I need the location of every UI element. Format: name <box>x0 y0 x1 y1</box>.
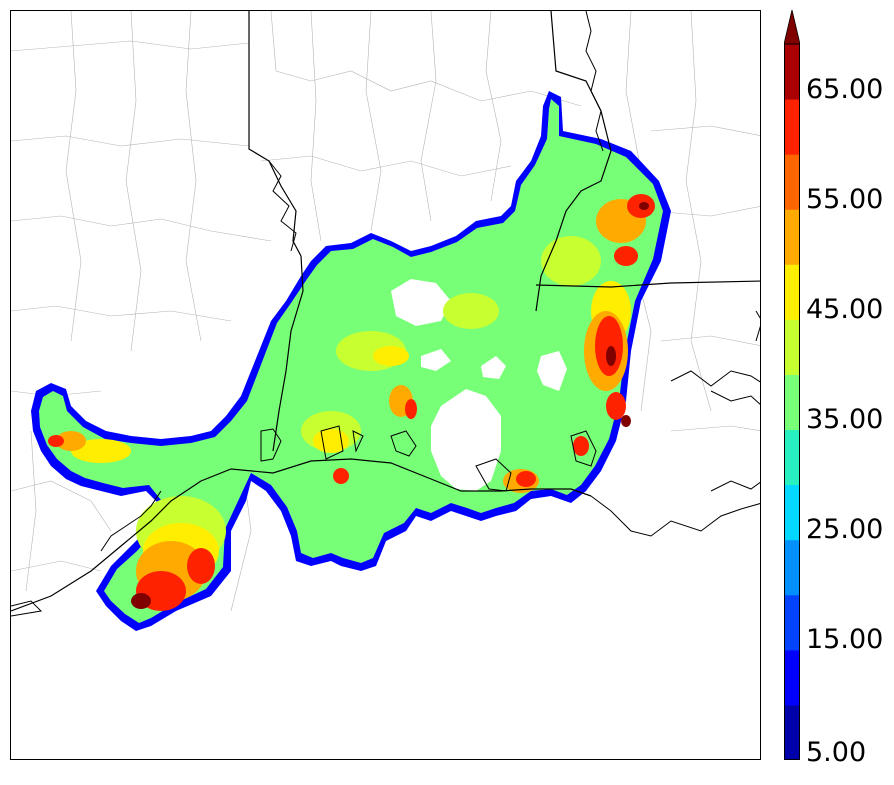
colorbar-segment <box>784 539 800 596</box>
colorbar-tick-45: 45.00 <box>806 294 884 325</box>
colorbar-segment <box>784 154 800 210</box>
colorbar-segment <box>784 264 800 320</box>
colorbar-tick-15: 15.00 <box>806 624 884 655</box>
colorbar <box>784 10 800 760</box>
contour-fill <box>31 91 671 631</box>
colorbar-tick-55: 55.00 <box>806 184 884 215</box>
coastline <box>11 310 760 617</box>
mississippi-river <box>268 11 604 252</box>
colorbar-segment <box>784 704 800 760</box>
colorbar-segment <box>784 374 800 431</box>
colorbar-border <box>784 43 800 760</box>
map-panel <box>10 10 761 760</box>
colorbar-segment <box>784 209 800 265</box>
colorbar-extend-arrow <box>784 10 800 45</box>
colorbar-segment <box>784 649 800 706</box>
colorbar-segment <box>784 44 800 100</box>
colorbar-segment <box>784 319 800 375</box>
colorbar-tick-65: 65.00 <box>806 74 884 105</box>
colorbar-tick-25: 25.00 <box>806 514 884 545</box>
colorbar-segment <box>784 99 800 155</box>
colorbar-tick-35: 35.00 <box>806 404 884 435</box>
colorbar-segment <box>784 429 800 486</box>
map-canvas <box>11 11 760 631</box>
colorbar-tick-5: 5.00 <box>806 737 867 768</box>
colorbar-segment <box>784 594 800 651</box>
colorbar-segment <box>784 484 800 541</box>
